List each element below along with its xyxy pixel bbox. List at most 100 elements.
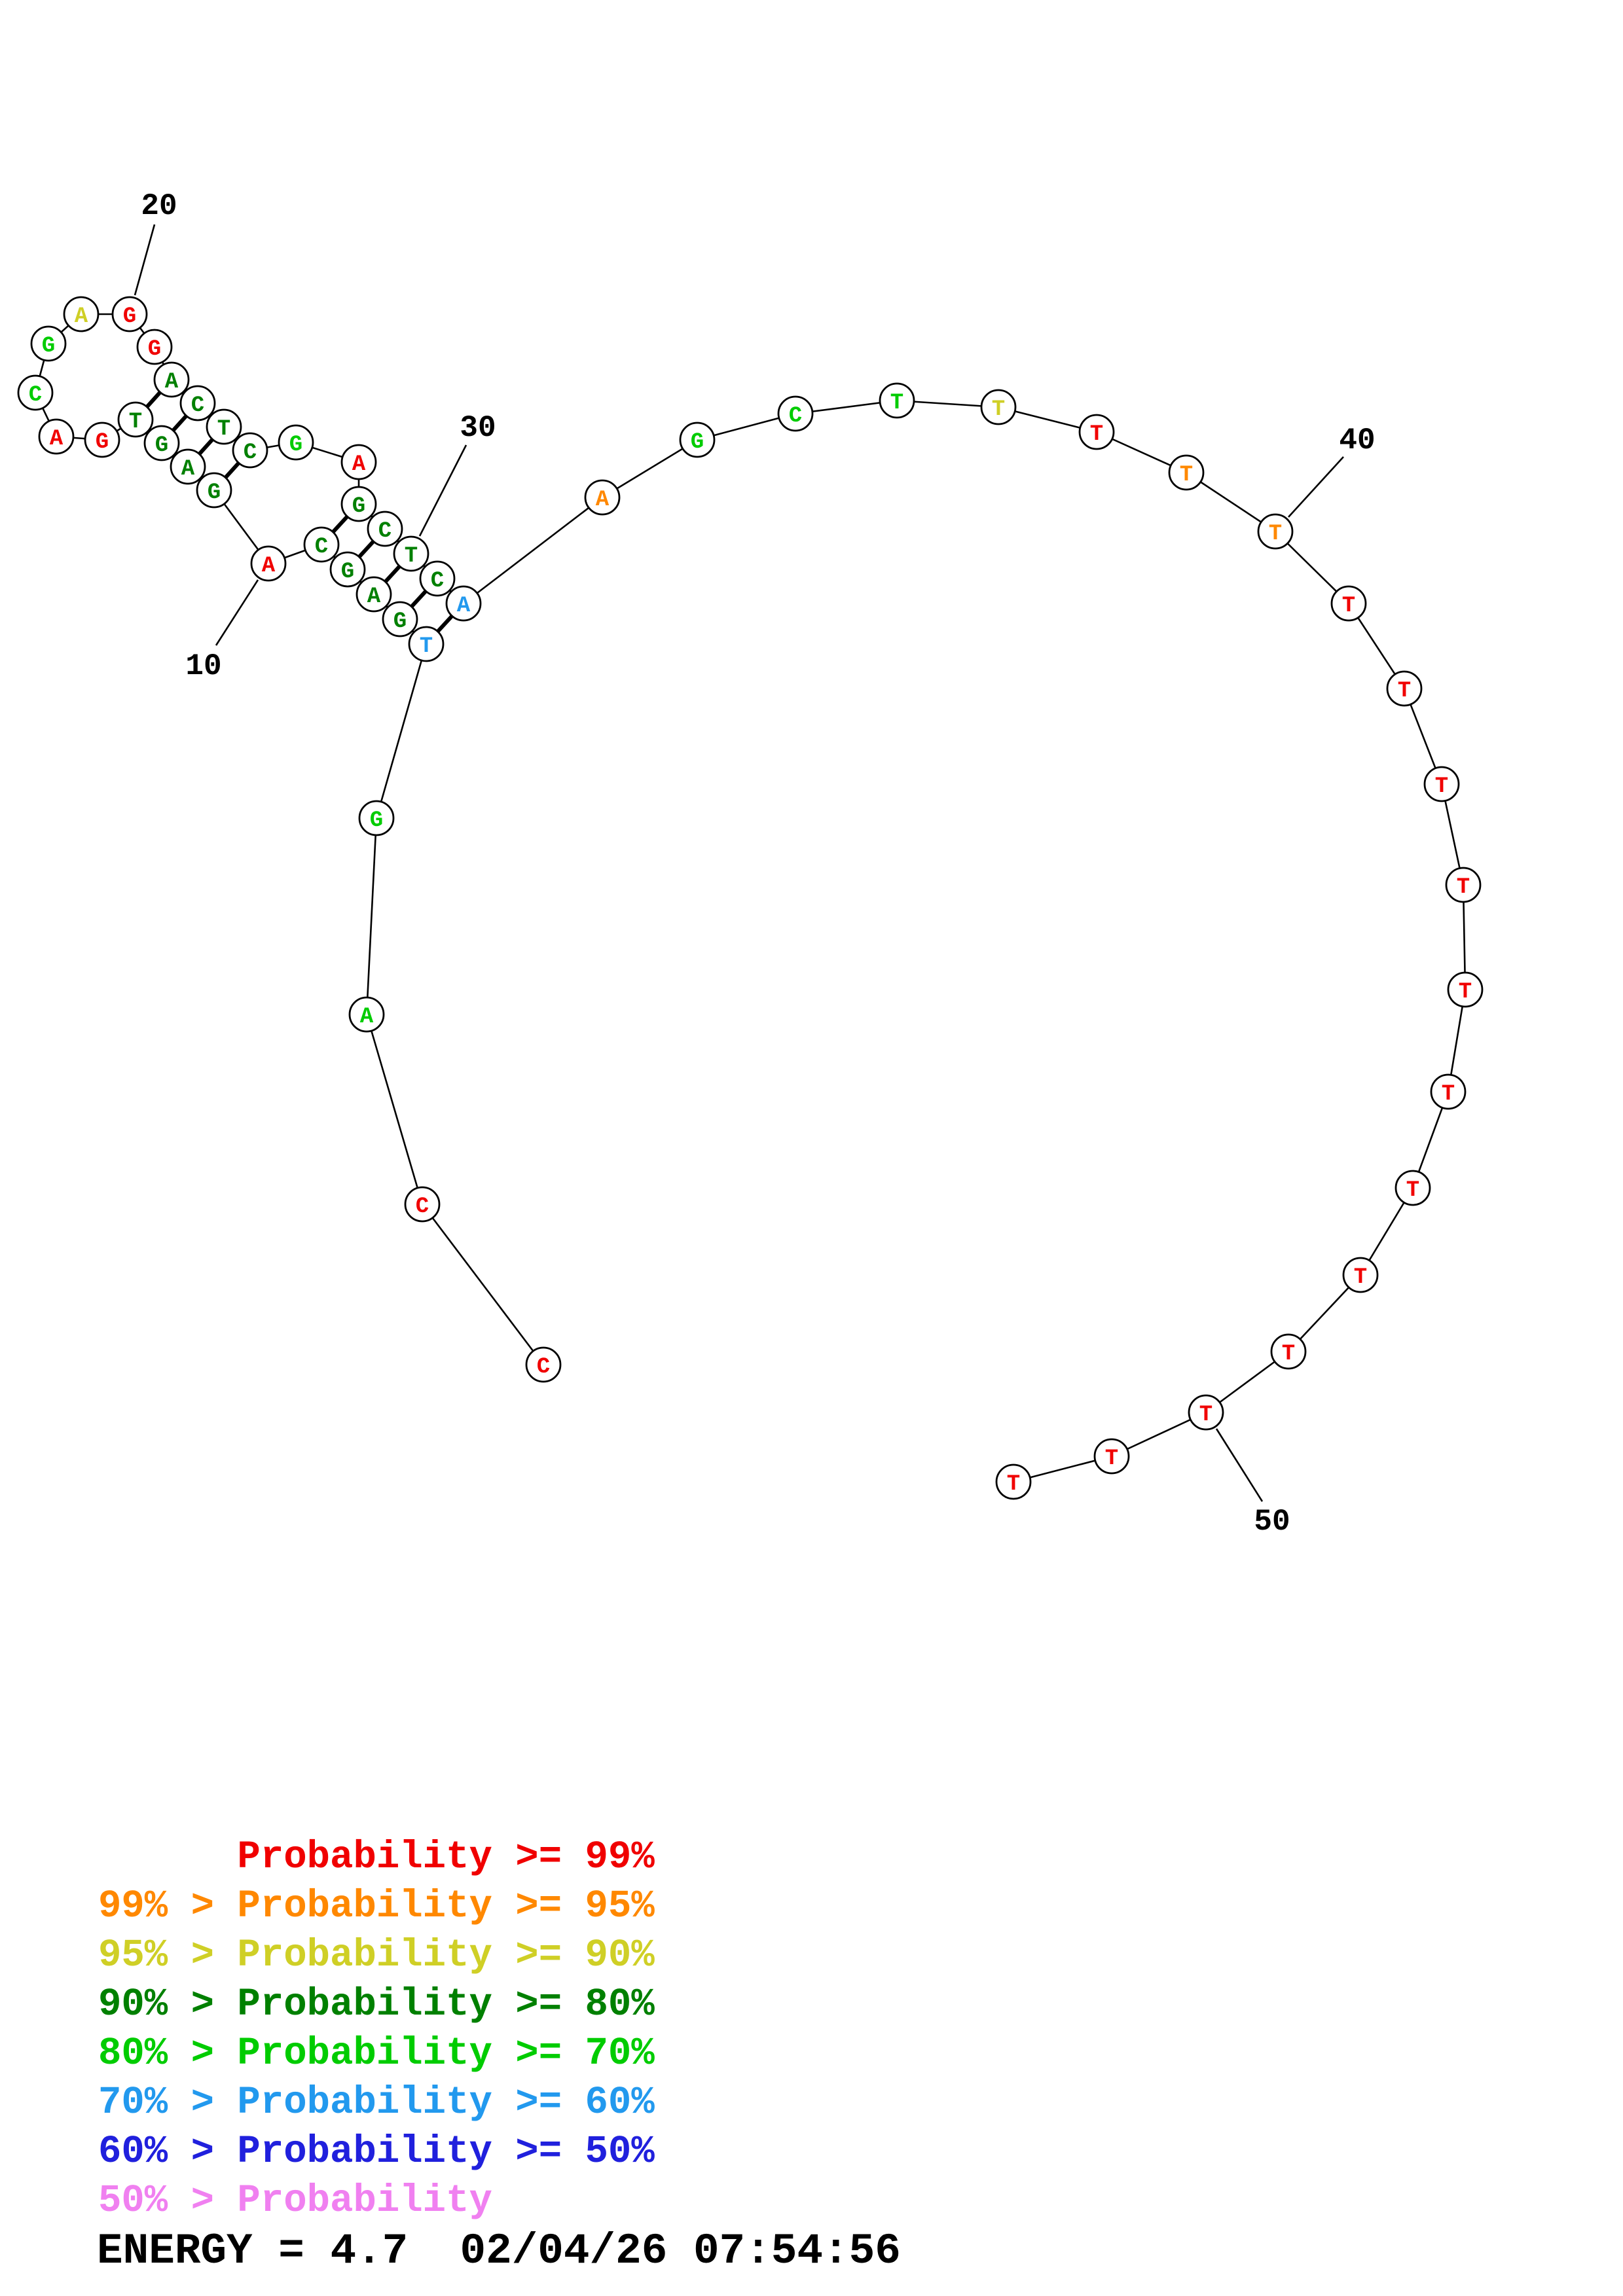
nucleotide-circle	[340, 444, 377, 480]
nucleotide-circle	[1257, 513, 1294, 550]
nucleotide: T	[1445, 867, 1482, 903]
nucleotide-letter: T	[217, 417, 230, 442]
nucleotide-letter: G	[155, 433, 168, 458]
nucleotide: G	[358, 800, 395, 836]
nucleotide-letter: T	[1435, 774, 1448, 799]
nucleotide: T	[117, 401, 154, 438]
nucleotide-letter: C	[378, 519, 392, 544]
nucleotide-letter: G	[123, 304, 136, 329]
nucleotide: T	[1168, 454, 1205, 491]
nucleotide-circle	[879, 382, 915, 419]
nucleotide-letter: T	[1398, 679, 1411, 704]
nucleotide-circle	[1386, 670, 1423, 707]
nucleotide-letter: G	[148, 337, 161, 362]
nucleotide-letter: A	[50, 427, 64, 452]
nucleotide-circle	[84, 422, 120, 458]
nucleotide: G	[136, 329, 173, 365]
nucleotide: G	[340, 486, 377, 522]
nucleotide-letter: T	[1457, 875, 1470, 900]
nucleotide: C	[303, 526, 340, 563]
nucleotide: T	[393, 535, 429, 572]
backbone-segment	[421, 1204, 545, 1365]
position-label: 10	[185, 649, 221, 683]
nucleotide: A	[348, 996, 385, 1033]
nucleotide: C	[367, 511, 403, 547]
legend-line: 70% > Probability >= 60%	[98, 2081, 655, 2125]
nucleotide-circle	[143, 425, 180, 461]
basepair-bonds	[134, 378, 465, 646]
nucleotide-circle	[206, 408, 242, 445]
nucleotide: G	[84, 422, 120, 458]
nucleotide-circle	[1330, 585, 1367, 622]
nucleotide-circle	[1447, 971, 1484, 1008]
nucleotide-letter: C	[431, 569, 444, 594]
nucleotide-letter: T	[1342, 594, 1355, 619]
nucleotide: T	[1188, 1394, 1224, 1431]
nucleotide-circle	[250, 545, 287, 582]
nucleotide: C	[17, 374, 54, 411]
nucleotide-circle	[1342, 1257, 1379, 1293]
nucleotide-circle	[1430, 1073, 1467, 1110]
nucleotide-letter: T	[1459, 980, 1472, 1005]
nucleotide-letter: T	[129, 410, 142, 435]
label-leader-line	[1288, 456, 1344, 518]
nucleotide-letter: G	[370, 808, 383, 833]
nucleotide: A	[584, 479, 621, 516]
nucleotide: T	[995, 1463, 1032, 1500]
label-leader-line	[215, 579, 259, 646]
nucleotide-letter: T	[1406, 1178, 1419, 1203]
nucleotide-letter: G	[352, 494, 365, 519]
nucleotide: G	[679, 422, 716, 458]
nucleotide-letter: T	[1199, 1403, 1213, 1427]
nucleotide-letter: T	[1105, 1446, 1118, 1471]
nucleotide-circle	[777, 395, 814, 432]
nucleotide: T	[879, 382, 915, 419]
nucleotide-letter: T	[992, 397, 1005, 422]
nucleotide: T	[980, 389, 1017, 425]
label-leader-line	[1215, 1428, 1264, 1502]
nucleotide-circle	[63, 296, 100, 332]
nucleotide-circle	[1445, 867, 1482, 903]
nucleotide: A	[340, 444, 377, 480]
nucleotide: T	[1330, 585, 1367, 622]
nucleotide-letter: T	[1354, 1265, 1367, 1290]
nucleotide-circle	[30, 325, 67, 362]
nucleotide: A	[153, 361, 190, 398]
nucleotide-circle	[232, 432, 268, 469]
nucleotide: C	[404, 1186, 441, 1223]
nucleotide-circle	[1188, 1394, 1224, 1431]
nucleotide: G	[329, 551, 366, 588]
label-leader-line	[134, 224, 156, 296]
nucleotide-letter: A	[165, 370, 179, 395]
nucleotide-letter: A	[75, 304, 88, 329]
nucleotide: C	[777, 395, 814, 432]
nucleotide-letter: T	[1282, 1342, 1295, 1367]
nucleotide-circle	[17, 374, 54, 411]
nucleotide-letter: C	[537, 1355, 550, 1380]
position-label: 40	[1339, 423, 1375, 457]
nucleotide: C	[525, 1346, 562, 1383]
nucleotide-letter: T	[1180, 463, 1193, 488]
nucleotide-circle	[393, 535, 429, 572]
backbone-segment	[463, 496, 603, 605]
nucleotide: T	[1257, 513, 1294, 550]
nucleotide: T	[1395, 1170, 1431, 1206]
backbone-segment	[375, 643, 428, 819]
nucleotide-letter: T	[1007, 1472, 1020, 1497]
nucleotide-letter: A	[596, 488, 610, 512]
nucleotide-circle	[445, 585, 482, 622]
nucleotide: T	[408, 626, 445, 662]
legend-line: 60% > Probability >= 50%	[98, 2130, 655, 2174]
energy-text: ENERGY = 4.7 02/04/26 07:54:56	[97, 2227, 901, 2276]
nucleotide: A	[356, 576, 392, 613]
nucleotide-letter: A	[367, 584, 381, 609]
nucleotide-circle	[1093, 1438, 1130, 1475]
position-label: 50	[1254, 1505, 1290, 1539]
nucleotide-letter: G	[341, 560, 354, 584]
backbone-segment	[602, 439, 698, 499]
position-labels: 10 20 30 40 50	[134, 189, 1376, 1539]
nucleotide-circle	[340, 486, 377, 522]
nucleotide-letter: T	[1269, 522, 1282, 547]
position-label: 30	[460, 411, 496, 445]
